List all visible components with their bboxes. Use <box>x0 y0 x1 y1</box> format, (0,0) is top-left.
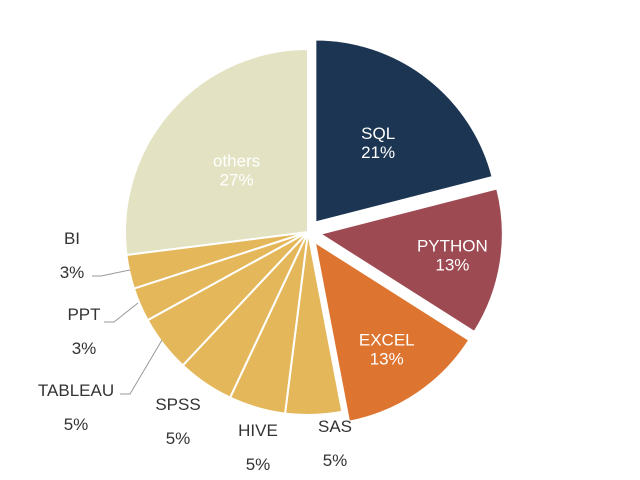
leader-lines <box>92 269 163 395</box>
leader-line-ppt <box>104 302 139 323</box>
slice-label-spss: SPSS <box>155 395 200 414</box>
pie-slice-excel <box>313 239 471 423</box>
slice-percent-excel: 13% <box>370 349 404 368</box>
slice-label-python: PYTHON <box>417 236 488 255</box>
slice-percent-ppt: 3% <box>72 339 97 358</box>
slice-label-sql: SQL <box>361 124 395 143</box>
slice-percent-tableau: 5% <box>64 415 89 434</box>
slice-label-others: others <box>213 152 260 171</box>
pie-labels: SQL21%PYTHON13%EXCEL13%SAS5%HIVE5%SPSS5%… <box>38 124 488 474</box>
slice-label-tableau: TABLEAU <box>38 381 114 400</box>
slice-label-hive: HIVE <box>238 421 278 440</box>
slice-label-sas: SAS <box>318 417 352 436</box>
slice-percent-others: 27% <box>220 171 254 190</box>
slice-percent-sql: 21% <box>361 143 395 162</box>
slice-label-excel: EXCEL <box>359 330 415 349</box>
slice-label-ppt: PPT <box>67 305 100 324</box>
slice-percent-bi: 3% <box>60 263 85 282</box>
pie-slice-python <box>317 187 504 334</box>
leader-line-tableau <box>120 339 163 395</box>
pie-slices <box>124 38 504 423</box>
slice-percent-sas: 5% <box>323 451 348 470</box>
slice-label-bi: BI <box>64 229 80 248</box>
slice-percent-hive: 5% <box>246 455 271 474</box>
pie-slice-sql <box>314 38 494 224</box>
pie-slice-others <box>124 47 309 257</box>
leader-line-bi <box>92 269 131 277</box>
slice-percent-spss: 5% <box>166 429 191 448</box>
slice-percent-python: 13% <box>435 255 469 274</box>
